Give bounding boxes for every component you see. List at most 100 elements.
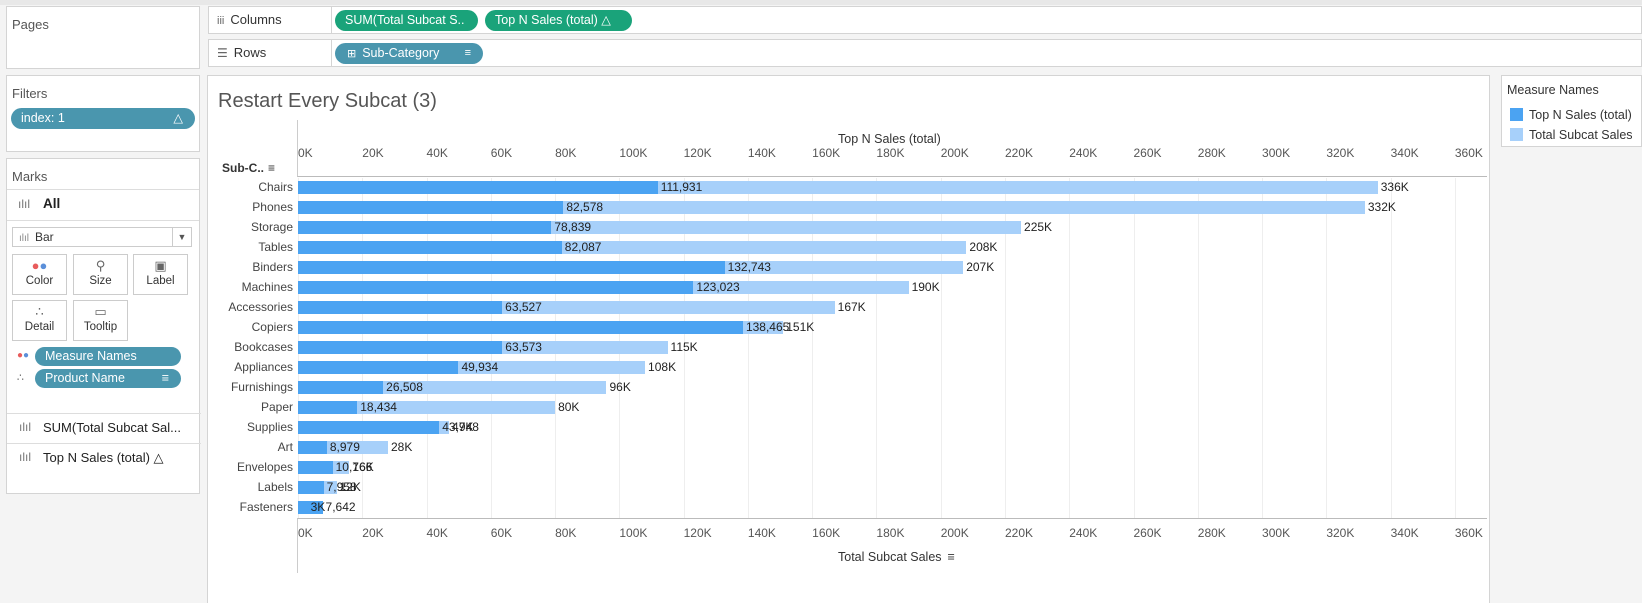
row-label[interactable]: Phones	[252, 200, 293, 214]
bar-top-n-sales[interactable]	[298, 321, 743, 334]
bar-top-n-sales[interactable]	[298, 501, 323, 514]
data-label-top-n-sales: 123,023	[696, 280, 740, 294]
data-label-total-subcat-sales: 151K	[786, 320, 815, 334]
bottom-axis-tick: 320K	[1326, 526, 1355, 540]
bar-top-n-sales[interactable]	[298, 361, 459, 374]
bar-top-n-sales[interactable]	[298, 441, 327, 454]
rows-shelf[interactable]: ☰ Rows ⊞ Sub-Category ≡	[208, 39, 1642, 67]
bottom-axis-tick: 160K	[812, 526, 841, 540]
row-label[interactable]: Art	[277, 440, 293, 454]
bar-top-n-sales[interactable]	[298, 241, 562, 254]
bottom-axis-title[interactable]: Total Subcat Sales ≡	[838, 550, 955, 564]
data-label-top-n-sales: 7,642	[325, 500, 356, 514]
top-axis-tick: 200K	[940, 146, 969, 160]
row-label[interactable]: Furnishings	[230, 380, 293, 394]
bar-top-n-sales[interactable]	[298, 461, 333, 474]
data-label-total-subcat-sales: 47K	[452, 420, 474, 434]
bar-top-n-sales[interactable]	[298, 281, 694, 294]
bar-total-subcat-sales[interactable]	[298, 401, 556, 414]
marks-pill-measure-names[interactable]: Measure Names	[35, 347, 181, 366]
expand-icon: ⊞	[347, 48, 357, 60]
marks-title: Marks	[12, 169, 48, 184]
filter-pill-index[interactable]: index: 1 △	[11, 108, 195, 129]
pages-title: Pages	[12, 17, 49, 32]
delta-icon: △	[173, 111, 183, 125]
bar-top-n-sales[interactable]	[298, 221, 552, 234]
bar-top-n-sales[interactable]	[298, 341, 503, 354]
bar-total-subcat-sales[interactable]	[298, 201, 1365, 214]
columns-shelf[interactable]: iii Columns SUM(Total Subcat S.. Top N Sa…	[208, 6, 1642, 34]
marks-pill-product-name[interactable]: Product Name ≡	[35, 369, 181, 388]
gridline	[1262, 178, 1264, 518]
bar-top-n-sales[interactable]	[298, 301, 503, 314]
marks-all-row[interactable]: ılıl All	[7, 189, 199, 221]
bar-top-n-sales[interactable]	[298, 481, 324, 494]
row-label[interactable]: Labels	[257, 480, 293, 494]
bar-top-n-sales[interactable]	[298, 261, 725, 274]
data-label-total-subcat-sales: 190K	[911, 280, 940, 294]
rows-pill-sub-category[interactable]: ⊞ Sub-Category ≡	[335, 43, 483, 64]
bar-top-n-sales[interactable]	[298, 181, 658, 194]
data-label-top-n-sales: 49,934	[461, 360, 499, 374]
data-label-top-n-sales: 111,931	[660, 180, 703, 194]
data-label-total-subcat-sales: 3K	[310, 500, 326, 514]
gridline	[1326, 178, 1328, 518]
bottom-axis-tick: 40K	[426, 526, 448, 540]
data-label-total-subcat-sales: 28K	[390, 440, 413, 454]
top-axis-title: Top N Sales (total)	[838, 132, 941, 146]
size-button[interactable]: ⚲ Size	[73, 254, 128, 295]
gridline	[876, 178, 878, 518]
row-labels: Chairs Phones Storage Tables Binders Machines…	[208, 178, 293, 518]
filters-title: Filters	[12, 86, 48, 101]
row-label[interactable]: Chairs	[258, 180, 293, 194]
bottom-axis-tick: 360K	[1454, 526, 1483, 540]
row-label[interactable]: Bookcases	[234, 340, 293, 354]
row-label[interactable]: Tables	[258, 240, 293, 254]
row-label[interactable]: Machines	[241, 280, 293, 294]
marks-summary-top-n-sales[interactable]: ılıl Top N Sales (total) △	[7, 443, 201, 471]
columns-pill-top-n-sales[interactable]: Top N Sales (total) △	[485, 10, 632, 31]
label-button[interactable]: ▣ Label	[133, 254, 188, 295]
top-axis-tick: 140K	[747, 146, 776, 160]
data-label-total-subcat-sales: 12K	[339, 480, 361, 494]
row-label[interactable]: Accessories	[228, 300, 293, 314]
bottom-axis-tick: 200K	[940, 526, 969, 540]
row-header-label[interactable]: Sub-C.. ≡	[222, 161, 276, 175]
mark-type-select[interactable]: ılıl Bar ▼	[12, 227, 192, 247]
columns-pill-total-subcat[interactable]: SUM(Total Subcat S..	[335, 10, 478, 31]
row-label[interactable]: Copiers	[251, 320, 293, 334]
bar-top-n-sales[interactable]	[298, 401, 358, 414]
legend-item-top-n-sales[interactable]: Top N Sales (total)	[1510, 108, 1632, 122]
top-axis-tick: 220K	[1004, 146, 1033, 160]
bar-chart-icon: ılıl	[19, 420, 31, 434]
row-label[interactable]: Fasteners	[239, 500, 293, 514]
top-axis-tick: 40K	[426, 146, 448, 160]
bottom-axis-tick: 180K	[876, 526, 905, 540]
detail-button[interactable]: ∴ Detail	[12, 300, 67, 341]
tooltip-button[interactable]: ▭ Tooltip	[73, 300, 128, 341]
row-label[interactable]: Envelopes	[236, 460, 293, 474]
label-icon: ▣	[154, 258, 167, 273]
top-axis-tick: 240K	[1069, 146, 1098, 160]
row-label[interactable]: Binders	[252, 260, 293, 274]
row-label[interactable]: Paper	[260, 400, 293, 414]
top-axis-tick: 0K	[298, 146, 313, 160]
marks-summary-total-subcat[interactable]: ılıl SUM(Total Subcat Sal...	[7, 413, 201, 441]
bar-top-n-sales[interactable]	[298, 381, 384, 394]
data-label-top-n-sales: 78,839	[554, 220, 592, 234]
marks-all-label: All	[43, 196, 61, 211]
row-label[interactable]: Appliances	[234, 360, 293, 374]
legend-card: Measure Names Top N Sales (total) Total …	[1501, 75, 1642, 147]
data-label-top-n-sales: 18,434	[360, 400, 397, 414]
gridline	[1069, 178, 1071, 518]
marks-card: Marks ılıl All ılıl Bar ▼ ●● Color ⚲ Size ▣…	[6, 158, 201, 494]
bar-top-n-sales[interactable]	[298, 421, 440, 434]
legend-item-total-subcat-sales[interactable]: Total Subcat Sales	[1510, 128, 1633, 142]
data-label-top-n-sales: 132,743	[727, 260, 771, 274]
row-label[interactable]: Supplies	[246, 420, 293, 434]
row-label[interactable]: Storage	[250, 220, 293, 234]
color-button[interactable]: ●● Color	[12, 254, 67, 295]
data-label-top-n-sales: 82,578	[566, 200, 604, 214]
top-axis-tick: 260K	[1133, 146, 1162, 160]
bar-top-n-sales[interactable]	[298, 201, 564, 214]
